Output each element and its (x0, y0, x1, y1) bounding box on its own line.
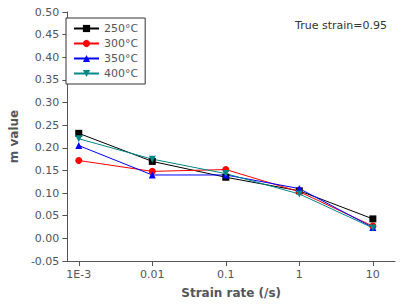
svg-text:0.1: 0.1 (217, 268, 235, 281)
svg-text:0.45: 0.45 (35, 28, 60, 41)
svg-text:-0.05: -0.05 (31, 255, 59, 268)
svg-text:1: 1 (296, 268, 303, 281)
svg-text:Strain rate (/s): Strain rate (/s) (181, 286, 281, 300)
svg-text:0.35: 0.35 (35, 73, 60, 86)
svg-text:0.50: 0.50 (35, 6, 60, 19)
svg-text:350°C: 350°C (104, 52, 138, 65)
svg-text:0.30: 0.30 (35, 96, 60, 109)
svg-text:m value: m value (7, 110, 21, 163)
svg-text:0.15: 0.15 (35, 164, 60, 177)
svg-text:300°C: 300°C (104, 37, 138, 50)
svg-text:0.10: 0.10 (35, 187, 60, 200)
svg-text:0.05: 0.05 (35, 209, 60, 222)
svg-text:0.40: 0.40 (35, 51, 60, 64)
svg-text:400°C: 400°C (104, 67, 138, 80)
svg-text:10: 10 (366, 268, 380, 281)
svg-text:0.25: 0.25 (35, 119, 60, 132)
svg-text:0.20: 0.20 (35, 141, 60, 154)
svg-text:0.01: 0.01 (140, 268, 165, 281)
svg-text:0.00: 0.00 (35, 232, 60, 245)
svg-text:1E-3: 1E-3 (66, 268, 91, 281)
svg-text:True strain=0.95: True strain=0.95 (294, 19, 387, 32)
svg-text:250°C: 250°C (104, 22, 138, 35)
